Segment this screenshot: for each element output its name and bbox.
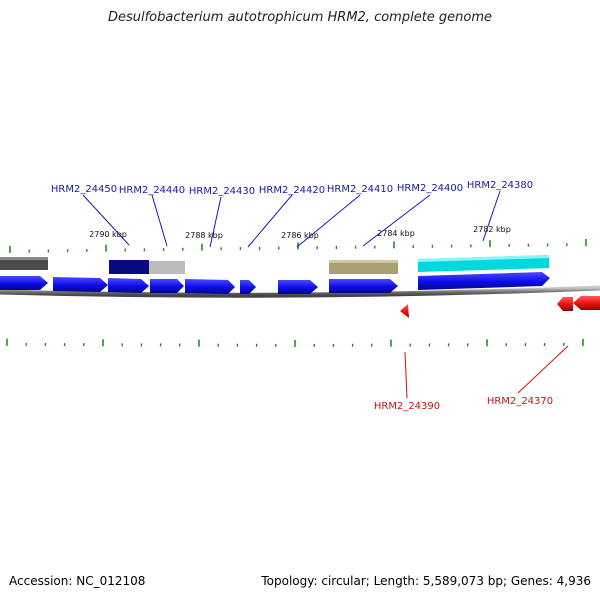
feature-block[interactable] (418, 255, 549, 262)
forward-gene-arrow[interactable] (108, 278, 149, 293)
scale-tick-label: 2782 kbp (473, 225, 511, 234)
forward-gene-arrow[interactable] (0, 276, 48, 290)
feature-block[interactable] (0, 257, 48, 260)
feature-track (0, 255, 549, 274)
callout-line (362, 194, 431, 247)
forward-gene-arrow[interactable] (185, 279, 235, 294)
forward-gene-arrow[interactable] (418, 272, 550, 290)
gene-label[interactable]: HRM2_24410 (327, 184, 393, 195)
gene-label[interactable]: HRM2_24400 (397, 183, 463, 194)
scale-tick-label: 2786 kbp (281, 231, 319, 240)
forward-gene-arrow[interactable] (53, 277, 108, 292)
callout-line (296, 194, 361, 248)
scale-tick-label: 2790 kbp (89, 230, 127, 239)
gene-label[interactable]: HRM2_24450 (51, 184, 117, 195)
gene-label[interactable]: HRM2_24440 (119, 185, 185, 196)
forward-gene-arrows (0, 272, 550, 294)
feature-block[interactable] (109, 260, 149, 274)
forward-gene-labels: HRM2_24450 HRM2_24440 HRM2_24430 HRM2_24… (51, 180, 533, 197)
forward-gene-arrow[interactable] (329, 279, 398, 293)
reverse-gene-labels: HRM2_24390 HRM2_24370 (374, 396, 553, 412)
forward-label-callouts (82, 190, 501, 248)
callout-line (404, 351, 408, 399)
gene-label[interactable]: HRM2_24380 (467, 180, 533, 191)
gene-label[interactable]: HRM2_24420 (259, 185, 325, 196)
callout-line (82, 194, 130, 246)
reverse-gene-arrow[interactable] (400, 304, 409, 318)
scale-tick-label: 2784 kbp (377, 229, 415, 238)
feature-block[interactable] (0, 257, 48, 270)
callout-line (517, 345, 569, 394)
scale-tick-label: 2788 kbp (185, 231, 223, 240)
callout-line (151, 194, 168, 247)
reverse-gene-arrow[interactable] (573, 296, 600, 310)
callout-line (209, 196, 222, 248)
gene-label[interactable]: HRM2_24430 (189, 186, 255, 197)
forward-gene-arrow[interactable] (278, 280, 318, 294)
reverse-gene-arrows (400, 296, 600, 318)
forward-gene-arrow[interactable] (240, 280, 256, 294)
accession-text: Accession: NC_012108 (9, 574, 146, 588)
scale-ticks-top (9, 239, 587, 253)
gene-label[interactable]: HRM2_24370 (487, 396, 553, 407)
reverse-gene-arrow[interactable] (557, 297, 573, 311)
callout-line (247, 194, 293, 248)
feature-block[interactable] (329, 260, 398, 263)
gene-label[interactable]: HRM2_24390 (374, 401, 440, 412)
scale-ticks-bottom (6, 338, 584, 347)
genome-summary: Topology: circular; Length: 5,589,073 bp… (261, 574, 591, 588)
forward-gene-arrow[interactable] (150, 279, 184, 293)
scale-tick-labels: 2790 kbp 2788 kbp 2786 kbp 2784 kbp 2782… (89, 225, 511, 240)
feature-block[interactable] (329, 260, 398, 274)
reverse-label-callouts (404, 345, 569, 399)
genome-backbone (0, 285, 600, 298)
map-title: Desulfobacterium autotrophicum HRM2, com… (107, 10, 493, 25)
callout-line (482, 190, 501, 242)
feature-block[interactable] (149, 261, 185, 274)
